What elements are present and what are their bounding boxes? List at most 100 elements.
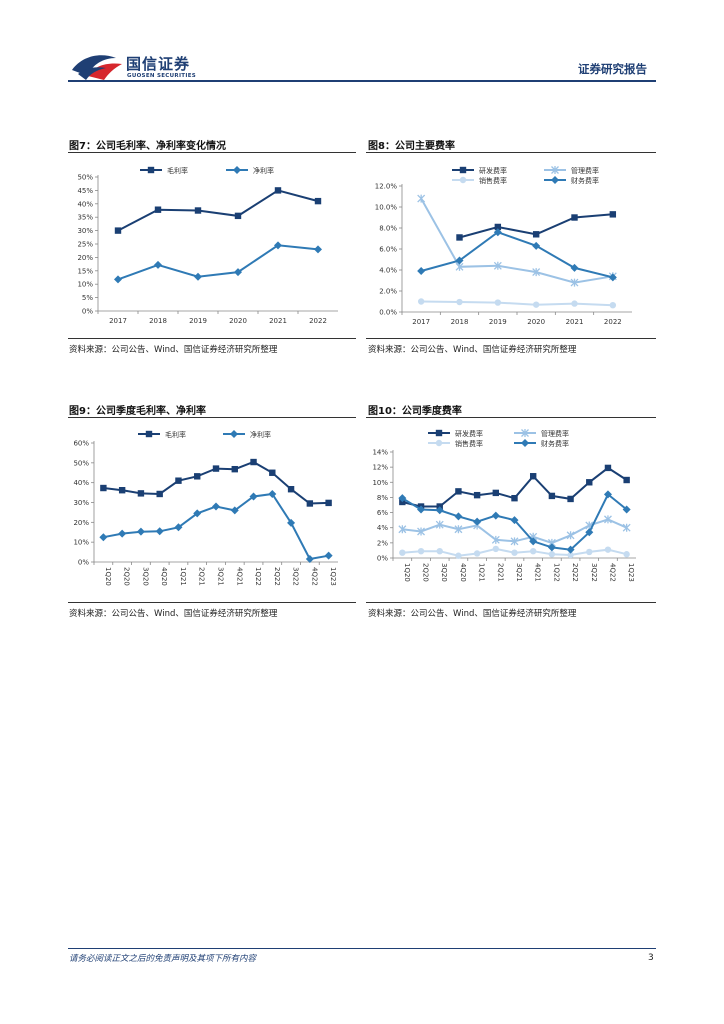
data-point [194,272,202,281]
legend-marker [459,176,467,184]
y-tick-label: 50% [77,174,93,182]
data-point [137,490,145,497]
y-tick-label: 4.0% [379,267,397,275]
data-point [604,464,612,472]
data-point [570,263,579,272]
data-point [174,523,183,532]
figure-9-source-rule [68,602,356,603]
data-point [249,492,258,501]
legend-label: 净利率 [253,166,274,175]
x-tick-label: 1Q21 [478,563,486,582]
logo-mark-icon [72,55,122,80]
data-point [567,551,574,559]
x-tick-label: 1Q22 [552,563,560,582]
legend-marker [233,166,241,174]
data-point [455,488,462,495]
legend-marker [435,429,443,437]
data-point [250,458,257,466]
data-point [622,505,631,514]
x-tick-label: 4Q22 [608,563,616,582]
figure-8-title: 图8：公司主要费率 [368,141,455,152]
company-logo: 国信证券 GUOSEN SECURITIES [70,52,210,82]
data-point [532,268,541,277]
legend-label: 净利率 [250,430,271,439]
data-point [454,525,463,534]
x-tick-label: 4Q21 [534,563,542,582]
data-point [417,298,425,305]
series-4 [417,228,617,282]
figure-7-source-rule [68,338,356,339]
x-tick-label: 2020 [229,317,247,325]
legend-entry: 研发费率 [428,429,483,438]
x-tick-label: 2021 [566,318,584,326]
x-tick-label: 2018 [149,317,167,325]
legend-marker [145,430,153,438]
figure-10-source: 资料来源：公司公告、Wind、国信证券经济研究所整理 [368,609,577,619]
x-tick-label: 4Q20 [160,567,168,586]
data-point [114,275,122,284]
data-point [456,234,463,241]
data-point [118,529,127,538]
x-tick-label: 2017 [412,318,430,326]
data-point [100,484,107,492]
data-point [314,245,322,254]
series-2 [114,241,322,284]
y-tick-label: 5% [82,294,93,302]
x-tick-label: 2020 [527,318,545,326]
legend-label: 销售费率 [479,176,507,185]
series-2 [417,194,617,287]
data-point [473,517,482,526]
data-point [230,506,239,515]
x-tick-label: 2Q21 [198,567,206,586]
data-point [154,260,162,269]
data-point [398,525,407,534]
y-tick-label: 15% [77,267,93,275]
y-tick-label: 10% [372,479,388,487]
series-1 [456,211,617,241]
y-tick-label: 20% [77,254,93,262]
x-tick-label: 2018 [451,318,469,326]
figure-9-source: 资料来源：公司公告、Wind、国信证券经济研究所整理 [69,609,278,619]
data-point [623,476,630,484]
data-point [268,489,277,498]
data-point [532,241,541,250]
header-rule [68,80,656,82]
legend-entry: 财务费率 [514,439,569,448]
data-point [194,207,202,214]
data-point [417,194,426,203]
series-4 [398,490,631,554]
data-point [586,479,593,486]
data-point [269,469,276,476]
y-tick-label: 6.0% [379,246,397,254]
legend-entry: 销售费率 [452,176,507,185]
data-point [586,548,593,556]
legend-label: 毛利率 [167,166,188,175]
data-point [548,551,556,558]
y-tick-label: 2.0% [379,288,397,296]
data-point [491,511,500,520]
data-point [455,552,462,559]
data-point [622,523,631,532]
series-line [117,189,319,232]
legend-marker [551,166,559,174]
data-point [399,549,406,556]
data-point [435,520,444,529]
data-point [417,267,426,276]
data-point [456,298,463,306]
data-point [473,550,481,557]
legend-entry: 研发费率 [452,166,507,175]
series-line [421,300,613,307]
data-point [435,506,444,515]
y-tick-label: 10% [77,281,93,289]
x-tick-label: 2Q20 [422,563,430,582]
x-tick-label: 1Q20 [104,567,112,586]
data-point [532,231,540,238]
figure-9-chart: 0% 10% 20% 30% 40% 50% 60% 1Q20 2Q20 3Q20 4Q20 1Q21… [73,430,338,586]
y-tick-label: 35% [77,214,93,222]
series-1 [100,458,332,507]
legend-label: 研发费率 [479,166,507,175]
data-point [567,495,574,503]
data-point [417,527,425,536]
x-tick-label: 2022 [604,318,622,326]
x-tick-label: 2Q21 [496,563,504,582]
